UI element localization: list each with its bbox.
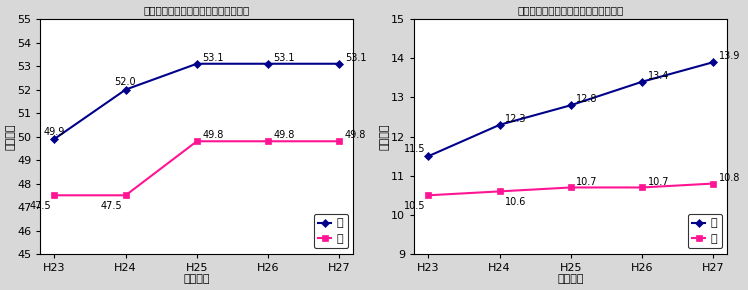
Text: 10.7: 10.7: [577, 177, 598, 187]
Text: 52.0: 52.0: [114, 77, 136, 87]
Text: 49.8: 49.8: [274, 130, 295, 140]
Y-axis label: （千円）: （千円）: [5, 123, 16, 150]
Y-axis label: （千円）: （千円）: [380, 123, 390, 150]
Text: 10.7: 10.7: [648, 177, 669, 187]
新: [637, 80, 646, 84]
Title: 外来収益単価（患者一人１日当たり）: 外来収益単価（患者一人１日当たり）: [518, 6, 624, 16]
Text: 11.5: 11.5: [403, 144, 425, 154]
新: [566, 104, 575, 107]
Text: 47.5: 47.5: [29, 201, 51, 211]
旧: [566, 186, 575, 189]
新: [263, 62, 272, 66]
旧: [335, 139, 344, 143]
Text: 53.1: 53.1: [203, 53, 224, 63]
Text: 47.5: 47.5: [101, 201, 122, 211]
新: [424, 154, 433, 158]
X-axis label: （年度）: （年度）: [183, 274, 210, 284]
Text: 53.1: 53.1: [274, 53, 295, 63]
旧: [121, 193, 130, 197]
新: [121, 88, 130, 91]
Text: 49.9: 49.9: [43, 127, 65, 137]
Text: 13.4: 13.4: [648, 71, 669, 81]
Line: 新: 新: [426, 59, 716, 159]
新: [335, 62, 344, 66]
旧: [263, 139, 272, 143]
新: [50, 137, 59, 141]
Text: 12.8: 12.8: [577, 95, 598, 104]
新: [709, 60, 718, 64]
Title: 入院収益単価（患者一人１日当たり）: 入院収益単価（患者一人１日当たり）: [144, 6, 250, 16]
旧: [709, 182, 718, 185]
旧: [50, 193, 59, 197]
Line: 旧: 旧: [426, 181, 716, 198]
Text: 49.8: 49.8: [203, 130, 224, 140]
Text: 10.8: 10.8: [719, 173, 741, 183]
Text: 10.6: 10.6: [505, 197, 527, 207]
旧: [424, 193, 433, 197]
Legend: 新, 旧: 新, 旧: [687, 214, 722, 249]
Text: 13.9: 13.9: [719, 51, 741, 61]
Text: 49.8: 49.8: [345, 130, 367, 140]
Line: 旧: 旧: [52, 139, 342, 198]
Line: 新: 新: [52, 61, 342, 142]
新: [495, 123, 504, 126]
X-axis label: （年度）: （年度）: [557, 274, 584, 284]
Legend: 新, 旧: 新, 旧: [313, 214, 348, 249]
Text: 10.5: 10.5: [403, 201, 425, 211]
Text: 53.1: 53.1: [345, 53, 367, 63]
旧: [192, 139, 201, 143]
Text: 12.3: 12.3: [505, 114, 527, 124]
旧: [637, 186, 646, 189]
旧: [495, 190, 504, 193]
新: [192, 62, 201, 66]
